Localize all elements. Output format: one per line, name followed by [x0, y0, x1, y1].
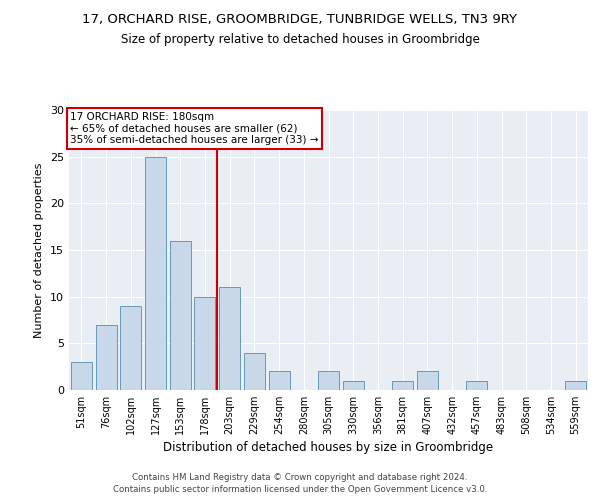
- Bar: [170, 240, 191, 390]
- Bar: [71, 362, 92, 390]
- Bar: [466, 380, 487, 390]
- Y-axis label: Number of detached properties: Number of detached properties: [34, 162, 44, 338]
- Bar: [244, 352, 265, 390]
- Bar: [120, 306, 141, 390]
- Bar: [565, 380, 586, 390]
- Text: 17, ORCHARD RISE, GROOMBRIDGE, TUNBRIDGE WELLS, TN3 9RY: 17, ORCHARD RISE, GROOMBRIDGE, TUNBRIDGE…: [83, 12, 517, 26]
- Bar: [392, 380, 413, 390]
- Bar: [417, 372, 438, 390]
- Text: Contains public sector information licensed under the Open Government Licence v3: Contains public sector information licen…: [113, 485, 487, 494]
- Bar: [194, 296, 215, 390]
- X-axis label: Distribution of detached houses by size in Groombridge: Distribution of detached houses by size …: [163, 441, 494, 454]
- Text: 17 ORCHARD RISE: 180sqm
← 65% of detached houses are smaller (62)
35% of semi-de: 17 ORCHARD RISE: 180sqm ← 65% of detache…: [70, 112, 319, 145]
- Bar: [145, 156, 166, 390]
- Text: Contains HM Land Registry data © Crown copyright and database right 2024.: Contains HM Land Registry data © Crown c…: [132, 472, 468, 482]
- Bar: [219, 288, 240, 390]
- Bar: [343, 380, 364, 390]
- Bar: [269, 372, 290, 390]
- Bar: [318, 372, 339, 390]
- Text: Size of property relative to detached houses in Groombridge: Size of property relative to detached ho…: [121, 33, 479, 46]
- Bar: [95, 324, 116, 390]
